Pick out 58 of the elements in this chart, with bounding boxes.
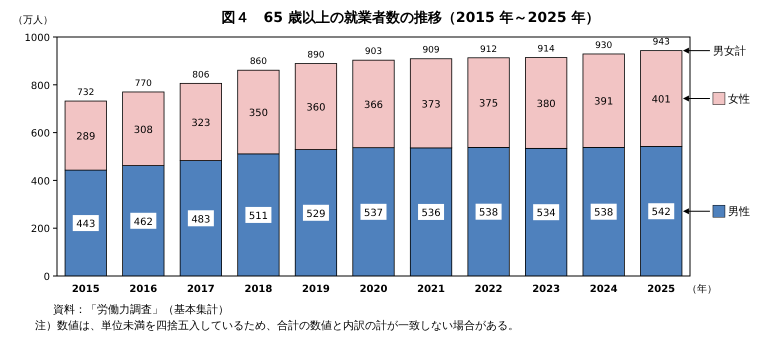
x-tick-label: 2022: [474, 284, 503, 295]
data-label: 462: [134, 216, 153, 228]
x-tick-label: 2019: [302, 284, 330, 295]
chart-title: 図４ 65 歳以上の就業者数の推移（2015 年～2025 年）: [221, 10, 600, 26]
data-label: 534: [536, 208, 556, 220]
total-label: 943: [652, 38, 670, 48]
y-tick-label: 600: [30, 128, 50, 140]
legend-label: 女性: [728, 92, 750, 106]
total-label: 914: [538, 44, 555, 55]
data-label: 529: [306, 208, 326, 220]
text: 資料：「労働力調査」（基本集計）: [53, 303, 229, 316]
y-axis-title: （万人）: [13, 15, 53, 26]
data-label: 375: [479, 98, 498, 110]
x-tick-label: 2025: [647, 284, 676, 295]
total-label: 930: [595, 40, 613, 51]
x-tick-label: 2024: [590, 284, 618, 295]
x-tick-label: 2016: [129, 284, 158, 295]
text: 男女計: [712, 44, 746, 58]
legend-label: 男性: [728, 205, 750, 218]
x-tick-label: 2017: [186, 284, 215, 295]
data-label: 511: [248, 210, 268, 222]
text: 注）数値は、単位未満を四捨五入しているため、合計の数値と内訳の計が一致しない場合がある。: [35, 319, 519, 332]
data-label: 401: [652, 94, 671, 106]
data-label: 391: [594, 96, 614, 108]
x-tick-label: 2018: [244, 284, 272, 295]
x-tick-label: 2015: [72, 284, 100, 295]
data-label: 538: [594, 208, 614, 219]
x-tick-label: 2021: [417, 284, 445, 295]
x-tick-label: 2023: [532, 284, 560, 295]
data-label: 380: [536, 98, 556, 110]
total-label: 903: [364, 47, 382, 58]
data-label: 350: [248, 108, 268, 120]
x-axis-title: （年）: [687, 283, 717, 295]
total-label: 732: [77, 88, 94, 98]
y-tick-label: 800: [30, 80, 50, 92]
y-tick-label: 400: [30, 176, 50, 188]
data-label: 323: [191, 118, 210, 129]
x-tick-label: 2020: [360, 284, 388, 295]
data-label: 360: [306, 102, 326, 114]
data-label: 537: [364, 208, 384, 219]
data-label: 366: [364, 100, 384, 111]
data-label: 538: [479, 208, 498, 219]
data-label: 542: [652, 207, 671, 218]
total-label: 909: [422, 46, 440, 56]
y-tick-label: 0: [44, 272, 50, 283]
y-tick-label: 1000: [24, 33, 50, 44]
total-label: 806: [192, 70, 210, 80]
data-label: 373: [422, 99, 441, 110]
total-label: 912: [480, 44, 498, 55]
data-label: 308: [134, 124, 153, 136]
total-label: 890: [307, 50, 325, 61]
data-label: 289: [76, 132, 96, 143]
data-label: 483: [191, 214, 210, 226]
data-label: 536: [422, 208, 441, 219]
y-tick-label: 200: [30, 224, 50, 236]
data-label: 443: [76, 219, 96, 230]
total-label: 770: [134, 78, 152, 89]
total-label: 860: [250, 57, 268, 68]
